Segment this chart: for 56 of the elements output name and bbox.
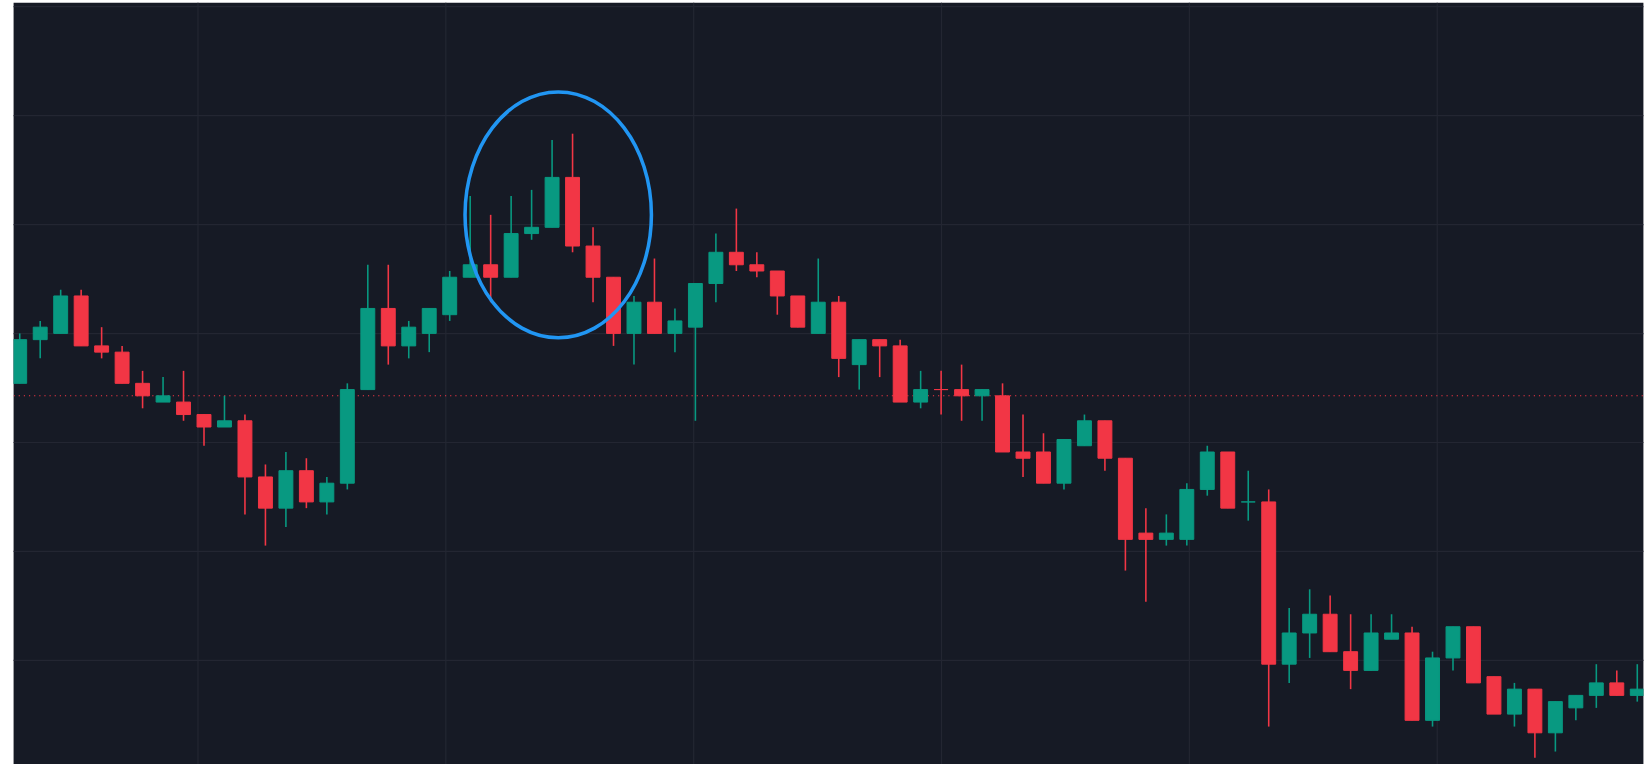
- candlestick: [1547, 701, 1563, 753]
- candlestick: [728, 207, 744, 272]
- candlestick: [1506, 682, 1522, 728]
- candlestick: [1240, 470, 1256, 522]
- candlestick: [1568, 694, 1584, 722]
- candlestick: [872, 339, 888, 379]
- candlestick: [1363, 613, 1379, 672]
- candlestick: [380, 264, 396, 366]
- candlestick: [13, 332, 28, 385]
- candlestick: [810, 257, 826, 335]
- candlestick: [1322, 594, 1338, 653]
- candlestick: [913, 370, 929, 410]
- candlestick: [319, 476, 335, 516]
- candlestick: [1588, 663, 1604, 709]
- candlestick: [1527, 688, 1543, 759]
- candlestick: [32, 320, 48, 360]
- candlestick: [667, 307, 683, 354]
- candlestick: [53, 289, 69, 335]
- candlestick: [708, 232, 724, 304]
- candlestick: [769, 270, 785, 316]
- candlestick: [1384, 613, 1400, 641]
- candlestick: [647, 257, 662, 335]
- candlestick: [851, 339, 867, 391]
- candlestick: [196, 413, 212, 447]
- candlestick: [524, 189, 540, 241]
- candlestick: [585, 226, 601, 304]
- candlestick: [1138, 507, 1154, 603]
- candlestick: [503, 195, 519, 279]
- candlestick: [790, 295, 806, 329]
- candlestick: [94, 326, 110, 360]
- candlestick: [1015, 413, 1031, 478]
- candlestick: [1056, 438, 1072, 491]
- candlestick: [401, 320, 417, 360]
- candlestick: [974, 388, 990, 422]
- candlestick: [155, 376, 171, 404]
- candlestick: [421, 307, 437, 354]
- candlestick: [1302, 588, 1318, 659]
- candlestick: [1486, 676, 1502, 716]
- candlestick: [687, 282, 703, 422]
- candlestick: [1199, 445, 1215, 497]
- candlestick: [1343, 613, 1359, 691]
- candlestick: [1281, 607, 1297, 684]
- candlestick: [1076, 413, 1092, 447]
- candlestick: [1445, 626, 1461, 672]
- candlestick: [278, 451, 294, 528]
- candlestick: [626, 295, 642, 366]
- candlestick: [1158, 513, 1174, 547]
- candlestick: [442, 270, 458, 322]
- candlestick: [1609, 669, 1625, 697]
- candlestick: [257, 463, 273, 547]
- candlestick: [217, 395, 232, 428]
- candlestick: [298, 457, 314, 510]
- candlestick: [1036, 432, 1051, 485]
- candlestick: [749, 251, 765, 279]
- candlestick: [114, 345, 130, 385]
- candlestick: [1097, 420, 1113, 472]
